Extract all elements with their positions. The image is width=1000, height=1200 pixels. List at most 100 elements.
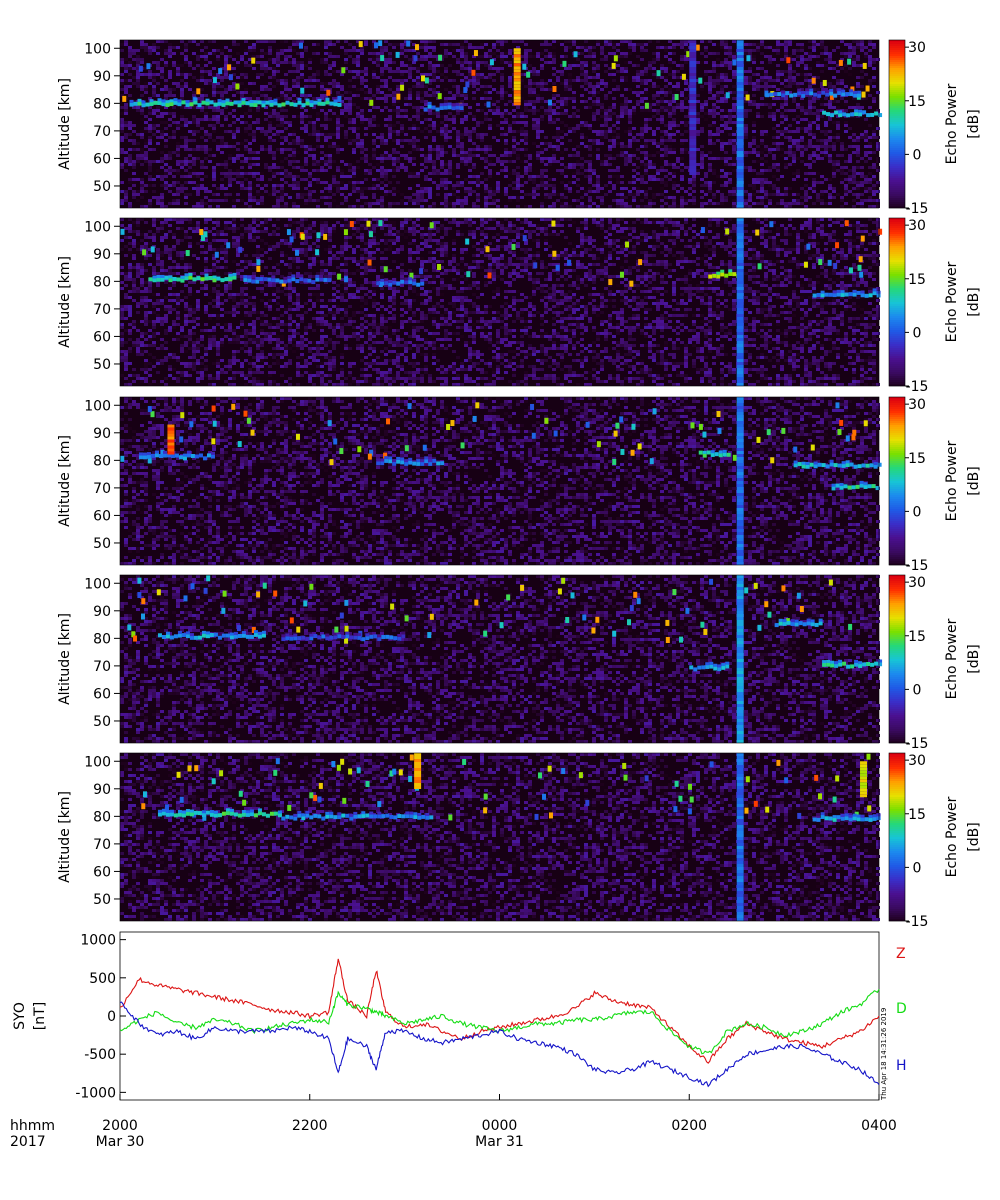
noise-cell: [852, 136, 856, 139]
noise-cell: [664, 184, 668, 187]
noise-cell: [592, 85, 596, 88]
noise-cell: [500, 85, 504, 88]
noise-cell: [672, 166, 676, 169]
noise-cell: [640, 49, 644, 52]
noise-cell: [624, 112, 628, 115]
noise-cell: [284, 121, 288, 124]
noise-cell: [476, 133, 480, 136]
noise-cell: [220, 142, 224, 145]
noise-cell: [140, 118, 144, 121]
noise-cell: [508, 154, 512, 157]
noise-cell: [544, 157, 548, 160]
noise-cell: [412, 145, 416, 148]
noise-cell: [304, 193, 308, 196]
noise-cell: [664, 79, 668, 82]
noise-cell: [788, 151, 792, 154]
noise-cell: [836, 127, 840, 130]
noise-cell: [868, 82, 872, 85]
noise-cell: [872, 43, 876, 46]
echo-layer-cell: [149, 102, 153, 106]
noise-cell: [536, 193, 540, 196]
noise-cell: [484, 52, 488, 55]
noise-cell: [196, 124, 200, 127]
noise-cell: [692, 175, 696, 178]
noise-cell: [624, 196, 628, 199]
noise-cell: [820, 202, 824, 205]
noise-cell: [752, 130, 756, 133]
noise-cell: [532, 112, 536, 115]
noise-cell: [752, 160, 756, 163]
noise-cell: [856, 145, 860, 148]
echo-layer-cell: [157, 98, 161, 101]
noise-cell: [484, 178, 488, 181]
noise-cell: [720, 73, 724, 76]
noise-cell: [504, 109, 508, 112]
noise-cell: [252, 46, 256, 49]
noise-cell: [872, 178, 876, 181]
noise-cell: [492, 46, 496, 49]
noise-cell: [324, 46, 328, 49]
noise-cell: [276, 148, 280, 151]
noise-cell: [120, 79, 124, 82]
noise-cell: [360, 190, 364, 193]
noise-cell: [704, 181, 708, 184]
noise-cell: [328, 184, 332, 187]
noise-cell: [300, 121, 304, 124]
noise-cell: [400, 64, 404, 67]
noise-cell: [296, 205, 300, 208]
noise-cell: [360, 157, 364, 160]
noise-cell: [796, 106, 800, 109]
noise-cell: [708, 187, 712, 190]
noise-cell: [772, 58, 776, 61]
noise-cell: [804, 67, 808, 70]
noise-cell: [744, 124, 748, 127]
noise-cell: [568, 79, 572, 82]
noise-cell: [372, 73, 376, 76]
noise-cell: [324, 202, 328, 205]
noise-cell: [548, 163, 552, 166]
noise-cell: [840, 172, 844, 175]
noise-cell: [380, 142, 384, 145]
noise-cell: [224, 142, 228, 145]
noise-cell: [172, 193, 176, 196]
noise-cell: [192, 133, 196, 136]
noise-cell: [388, 157, 392, 160]
noise-cell: [424, 166, 428, 169]
noise-cell: [568, 64, 572, 67]
noise-cell: [564, 40, 568, 43]
noise-cell: [212, 40, 216, 43]
noise-cell: [132, 130, 136, 133]
noise-cell: [604, 133, 608, 136]
noise-cell: [604, 94, 608, 97]
noise-cell: [732, 106, 736, 109]
noise-cell: [796, 49, 800, 52]
noise-cell: [676, 184, 680, 187]
noise-cell: [716, 127, 720, 130]
noise-cell: [516, 112, 520, 115]
noise-cell: [128, 94, 132, 97]
noise-cell: [428, 94, 432, 97]
noise-cell: [408, 160, 412, 163]
noise-cell: [668, 121, 672, 124]
noise-cell: [324, 58, 328, 61]
noise-cell: [580, 187, 584, 190]
noise-cell: [156, 94, 160, 97]
noise-cell: [480, 172, 484, 175]
noise-cell: [572, 166, 576, 169]
noise-cell: [620, 202, 624, 205]
noise-cell: [620, 52, 624, 55]
noise-cell: [872, 133, 876, 136]
noise-cell: [412, 193, 416, 196]
noise-cell: [156, 196, 160, 199]
noise-cell: [312, 79, 316, 82]
noise-cell: [184, 136, 188, 139]
noise-cell: [684, 151, 688, 154]
noise-cell: [176, 73, 180, 76]
noise-cell: [124, 169, 128, 172]
noise-cell: [352, 85, 356, 88]
noise-cell: [732, 97, 736, 100]
noise-cell: [160, 76, 164, 79]
noise-cell: [480, 139, 484, 142]
noise-cell: [160, 115, 164, 118]
noise-cell: [304, 115, 308, 118]
